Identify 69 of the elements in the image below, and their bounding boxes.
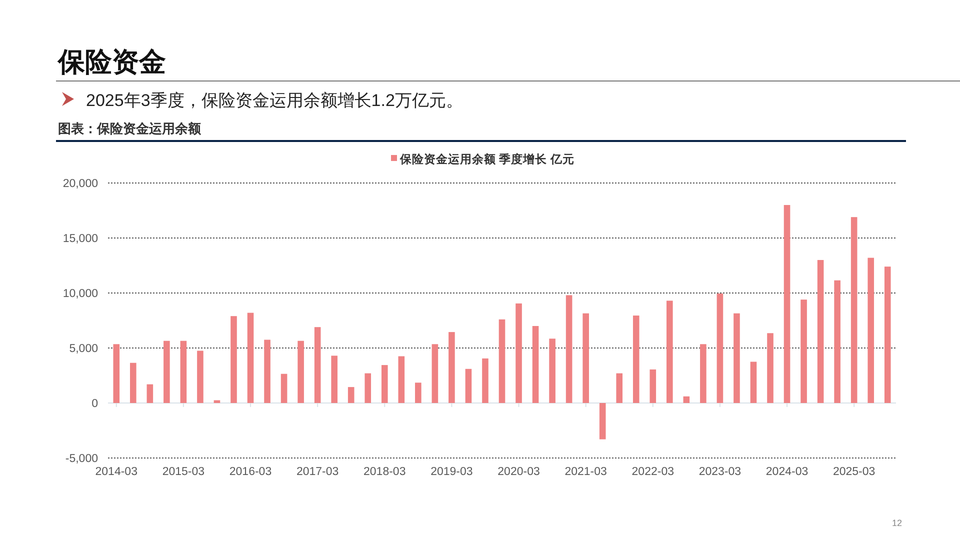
- text: 12: [892, 518, 902, 528]
- bar: [164, 340, 170, 403]
- bar: [767, 333, 774, 403]
- bar: [700, 344, 706, 403]
- bar: [498, 319, 506, 403]
- bar: [432, 344, 438, 403]
- bar: [314, 327, 321, 403]
- text: 图表：保险资金运用余额: [58, 121, 202, 136]
- bar: [784, 205, 790, 403]
- y-tick-label: 20,000: [62, 178, 98, 190]
- bar: [516, 303, 522, 403]
- bar: [868, 258, 874, 403]
- bar: [734, 313, 740, 403]
- y-tick-label: 15,000: [62, 233, 98, 245]
- legend-label: 保险资金运用余额 季度增长 亿元: [399, 152, 574, 166]
- bar: [415, 382, 422, 403]
- bar: [650, 369, 656, 403]
- bar: [884, 266, 891, 403]
- bar: [716, 294, 724, 403]
- bar: [549, 338, 556, 403]
- bar: [348, 387, 354, 403]
- bar: [280, 374, 288, 403]
- x-tick-label: 2024-03: [766, 466, 808, 478]
- x-tick-label: 2016-03: [229, 466, 272, 478]
- bar: [146, 384, 154, 403]
- bar: [599, 403, 606, 440]
- bar: [113, 344, 120, 403]
- bar: [582, 313, 589, 403]
- bar: [398, 356, 405, 403]
- bar: [264, 340, 270, 403]
- bar: [566, 295, 572, 403]
- bar: [482, 358, 488, 403]
- bar: [800, 300, 807, 403]
- bar: [616, 373, 623, 403]
- x-tick-label: 2020-03: [498, 466, 540, 478]
- x-tick-label: 2018-03: [364, 466, 406, 478]
- bar: [632, 316, 640, 403]
- bar: [230, 316, 237, 403]
- bar: [532, 326, 539, 403]
- bar: [381, 365, 388, 403]
- bar: [850, 217, 858, 403]
- bar: [247, 312, 254, 403]
- y-tick-label: 10,000: [62, 288, 98, 300]
- y-tick-label: 5,000: [69, 343, 98, 355]
- bar: [834, 280, 840, 403]
- bar: [197, 350, 204, 403]
- x-tick-label: 2025-03: [832, 466, 876, 478]
- x-tick-label: 2015-03: [162, 466, 205, 478]
- bar: [465, 368, 472, 403]
- bar: [750, 362, 757, 403]
- x-tick-label: 2023-03: [698, 466, 742, 478]
- x-tick-label: 2014-03: [95, 466, 138, 478]
- bar: [180, 340, 187, 403]
- bar: [331, 356, 338, 403]
- y-tick-label: 0: [92, 398, 98, 410]
- bar: [683, 396, 690, 403]
- bar: [666, 300, 673, 403]
- x-tick-label: 2019-03: [430, 466, 473, 478]
- x-tick-label: 2017-03: [296, 466, 339, 478]
- bar: [817, 260, 824, 403]
- y-tick-label: -5,000: [65, 453, 98, 465]
- bar: [298, 340, 304, 403]
- bar: [130, 362, 136, 403]
- bar: [448, 332, 455, 403]
- bar: [364, 373, 372, 403]
- x-tick-label: 2022-03: [632, 466, 674, 478]
- chart-title: 保险资金: [57, 47, 166, 77]
- chart-subtitle: 2025年3季度，保险资金运用余额增长1.2万亿元。: [86, 91, 463, 110]
- x-tick-label: 2021-03: [564, 466, 607, 478]
